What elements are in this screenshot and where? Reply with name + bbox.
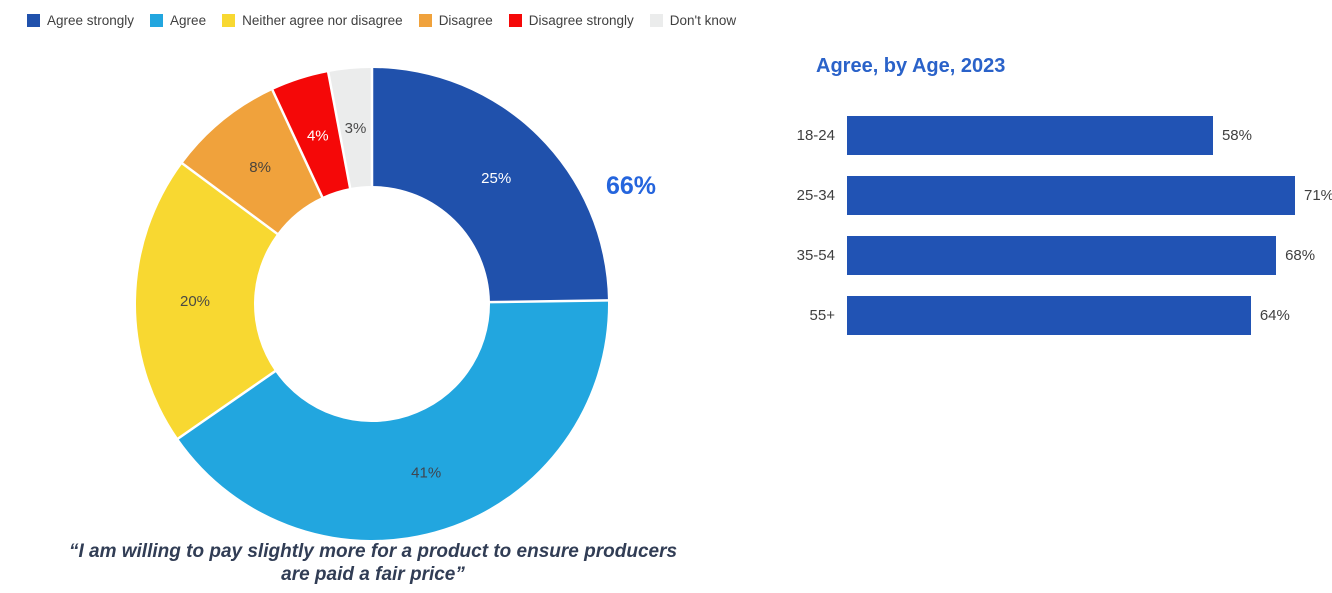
donut-callout-total-agree: 66% — [606, 172, 657, 200]
bar-value-label: 68% — [1285, 247, 1316, 264]
legend-item-label: Agree — [170, 13, 207, 28]
bar-category-label: 55+ — [809, 307, 835, 324]
bar-rect — [847, 236, 1277, 275]
donut-slice — [328, 68, 372, 189]
legend-item: Disagree — [418, 13, 493, 28]
legend-item-label: Don't know — [669, 13, 737, 28]
legend-swatch-icon — [508, 14, 522, 27]
bar-row: 35-54 68% — [760, 236, 1332, 275]
donut-slice-data-label: 41% — [411, 465, 441, 482]
bar-value-label: 71% — [1304, 187, 1332, 204]
bar-chart-title: Agree, by Age, 2023 — [816, 55, 1006, 77]
bar-rect — [847, 176, 1295, 215]
bar-category-label: 25-34 — [796, 187, 835, 204]
legend-item: Don't know — [649, 13, 737, 28]
bar-row: 55+ 64% — [760, 296, 1332, 335]
donut-slice — [372, 68, 608, 303]
donut-slice-separator — [180, 161, 279, 236]
donut-slice — [135, 163, 278, 439]
legend-item: Neither agree nor disagree — [222, 13, 403, 28]
donut-slice-separator — [326, 70, 352, 190]
legend-item-label: Neither agree nor disagree — [242, 13, 403, 28]
donut-slice-data-label: 3% — [345, 120, 367, 137]
bar-row: 18-24 58% — [760, 116, 1332, 155]
donut-slice-data-label: 20% — [180, 293, 210, 310]
legend-swatch-icon — [150, 14, 164, 27]
donut-slice-separator — [176, 369, 277, 441]
donut-slice — [182, 90, 323, 234]
bar-value-label: 64% — [1259, 307, 1290, 324]
legend-swatch-icon — [27, 14, 40, 27]
bar-category-label: 35-54 — [796, 247, 835, 264]
bar-rect — [847, 296, 1251, 335]
donut-slice-separator — [270, 88, 324, 199]
donut-slice-data-label: 4% — [307, 127, 329, 144]
legend-item-label: Agree strongly — [47, 13, 135, 28]
donut-slice-separator — [488, 299, 609, 304]
legend-item: Agree — [150, 13, 206, 28]
legend-item-label: Disagree — [438, 13, 493, 28]
bar-chart-rows: 18-24 58% 25-34 71% 35-54 68% 55+ 64% — [760, 116, 1332, 335]
donut-slice — [272, 72, 351, 198]
survey-statement-quote: “I am willing to pay slightly more for a… — [68, 541, 678, 585]
legend-item-label: Disagree strongly — [528, 13, 634, 28]
bar-rect — [847, 116, 1213, 155]
donut-slice — [178, 300, 608, 540]
bar-row: 25-34 71% — [760, 176, 1332, 215]
bar-value-label: 58% — [1221, 127, 1252, 144]
legend: Agree strongly Agree Neither agree nor dis… — [27, 13, 736, 28]
legend-item: Disagree strongly — [508, 13, 634, 28]
legend-swatch-icon — [418, 14, 432, 27]
legend-swatch-icon — [649, 14, 663, 27]
donut-slice-data-label: 25% — [481, 170, 511, 187]
bar-chart-agree-by-age: Agree, by Age, 2023 18-24 58% 25-34 71% 35-5… — [760, 55, 1332, 356]
bar-category-label: 18-24 — [796, 127, 835, 144]
donut-chart: 25% 41% 20% 8% 4% 3% — [135, 67, 609, 540]
legend-item: Agree strongly — [27, 13, 134, 28]
donut-slice-data-label: 8% — [249, 159, 271, 176]
legend-swatch-icon — [222, 14, 236, 27]
